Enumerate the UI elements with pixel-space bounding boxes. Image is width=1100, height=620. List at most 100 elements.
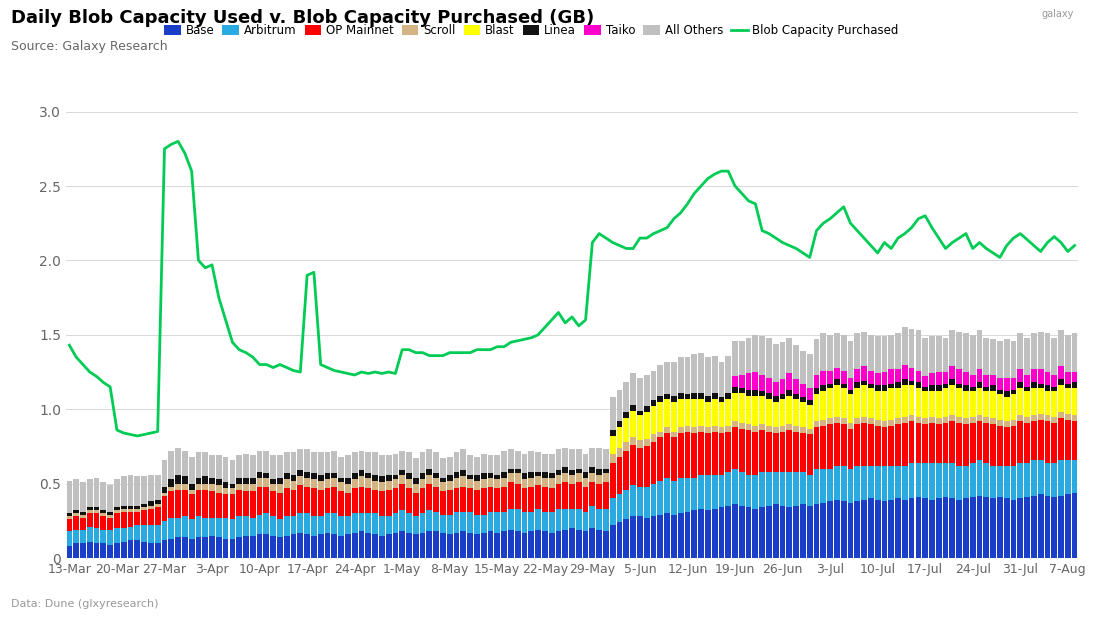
Bar [718, 397, 724, 402]
Bar [936, 498, 942, 558]
Bar [175, 475, 182, 484]
Bar [114, 543, 120, 558]
Bar [617, 390, 623, 421]
Bar [834, 334, 839, 368]
Bar [393, 454, 398, 475]
Bar [305, 472, 310, 477]
Bar [889, 388, 894, 420]
Bar [222, 539, 229, 558]
Bar [1037, 384, 1044, 388]
Bar [827, 335, 833, 371]
Bar [318, 475, 323, 480]
Bar [671, 396, 676, 402]
Text: Data: Dune (glxyresearch): Data: Dune (glxyresearch) [11, 599, 158, 609]
Bar [895, 424, 901, 466]
Bar [733, 469, 738, 505]
Bar [1018, 383, 1023, 388]
Bar [536, 453, 541, 472]
Bar [378, 516, 385, 536]
Bar [997, 420, 1003, 425]
Bar [230, 484, 235, 488]
Bar [1004, 391, 1010, 397]
Bar [324, 533, 330, 558]
Bar [800, 402, 806, 427]
Bar [406, 533, 411, 558]
Bar [196, 516, 201, 537]
Bar [108, 485, 113, 512]
Bar [637, 410, 642, 415]
Bar [840, 418, 847, 424]
Bar [284, 453, 289, 473]
Bar [806, 388, 813, 401]
Bar [861, 381, 867, 386]
Bar [970, 387, 976, 391]
Bar [162, 492, 167, 495]
Bar [855, 334, 860, 369]
Bar [508, 450, 514, 469]
Bar [733, 341, 738, 376]
Bar [108, 512, 113, 515]
Bar [739, 472, 745, 506]
Bar [766, 472, 772, 506]
Bar [949, 386, 955, 415]
Bar [840, 424, 847, 466]
Bar [87, 542, 92, 558]
Bar [671, 438, 676, 480]
Bar [874, 425, 880, 466]
Bar [508, 473, 514, 482]
Bar [889, 335, 894, 369]
Bar [121, 528, 126, 542]
Bar [861, 332, 867, 366]
Bar [196, 537, 201, 558]
Bar [148, 506, 154, 509]
Bar [930, 336, 935, 373]
Bar [930, 500, 935, 558]
Bar [1018, 415, 1023, 421]
Bar [800, 397, 806, 402]
Bar [80, 515, 86, 518]
Bar [692, 477, 697, 510]
Bar [705, 475, 711, 510]
Bar [453, 453, 460, 472]
Bar [189, 484, 195, 490]
Bar [412, 477, 419, 484]
Bar [494, 512, 501, 533]
Bar [494, 488, 501, 512]
Bar [821, 334, 826, 371]
Bar [970, 335, 976, 375]
Bar [338, 536, 344, 558]
Bar [834, 386, 839, 417]
Bar [664, 513, 670, 558]
Bar [637, 448, 642, 487]
Bar [243, 491, 249, 516]
Bar [1052, 497, 1057, 558]
Bar [956, 369, 962, 384]
Bar [461, 512, 466, 531]
Bar [930, 463, 935, 500]
Bar [909, 463, 914, 498]
Bar [121, 476, 126, 506]
Bar [759, 375, 766, 391]
Bar [230, 494, 235, 520]
Bar [134, 540, 140, 558]
Bar [569, 509, 575, 528]
Bar [766, 506, 772, 558]
Bar [453, 472, 460, 477]
Bar [182, 516, 188, 537]
Bar [521, 473, 527, 479]
Bar [725, 432, 732, 472]
Bar [114, 528, 120, 543]
Bar [821, 386, 826, 391]
Bar [542, 454, 548, 472]
Bar [874, 500, 880, 558]
Bar [868, 335, 873, 371]
Bar [311, 536, 317, 558]
Bar [684, 512, 691, 558]
Bar [393, 533, 398, 558]
Bar [773, 383, 779, 396]
Bar [874, 391, 880, 420]
Bar [222, 518, 229, 539]
Bar [773, 472, 779, 505]
Bar [236, 516, 242, 537]
Bar [861, 366, 867, 381]
